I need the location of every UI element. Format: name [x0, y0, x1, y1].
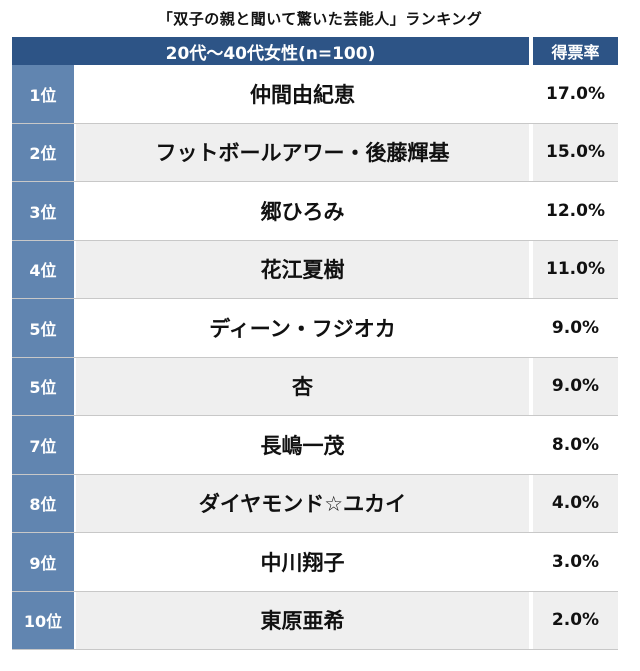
celebrity-name: 花江夏樹 — [76, 240, 529, 298]
vote-share: 2.0% — [533, 591, 618, 649]
table-row: 7位 長嶋一茂 8.0% — [12, 416, 618, 475]
table-row: 3位 郷ひろみ 12.0% — [12, 182, 618, 241]
rank-label: 2位 — [12, 123, 74, 181]
celebrity-name: 郷ひろみ — [76, 182, 529, 240]
vote-share: 9.0% — [533, 299, 618, 357]
group-header: 20代〜40代女性(n=100) — [12, 37, 529, 65]
celebrity-name: 中川翔子 — [76, 533, 529, 591]
celebrity-name: ディーン・フジオカ — [76, 299, 529, 357]
celebrity-name: ダイヤモンド☆ユカイ — [76, 474, 529, 532]
table-row: 10位 東原亜希 2.0% — [12, 591, 618, 650]
celebrity-name: 東原亜希 — [76, 591, 529, 649]
vote-share: 11.0% — [533, 240, 618, 298]
ranking-table: 20代〜40代女性(n=100) 得票率 1位 仲間由紀恵 17.0% 2位 フットボー… — [12, 37, 618, 650]
vote-share: 3.0% — [533, 533, 618, 591]
table-row: 1位 仲間由紀恵 17.0% — [12, 65, 618, 124]
table-row: 5位杏 9.0% — [12, 357, 618, 416]
rank-label: 7位 — [12, 416, 74, 474]
column-separator — [529, 416, 533, 474]
vote-share: 9.0% — [533, 357, 618, 415]
table-row: 4位 花江夏樹 11.0% — [12, 240, 618, 299]
column-separator — [529, 240, 533, 298]
table-body: 1位 仲間由紀恵 17.0% 2位 フットボールアワー・後藤輝基 15.0% 3位 郷ひろみ 1… — [12, 65, 618, 650]
vote-share: 15.0% — [533, 123, 618, 181]
column-separator — [529, 299, 533, 357]
column-separator — [529, 65, 533, 123]
vote-share: 12.0% — [533, 182, 618, 240]
vote-share: 8.0% — [533, 416, 618, 474]
column-separator — [529, 123, 533, 181]
rank-label: 4位 — [12, 240, 74, 298]
rank-label: 1位 — [12, 65, 74, 123]
chart-title: 「双子の親と聞いて驚いた芸能人」ランキング — [157, 10, 483, 28]
vote-share: 4.0% — [533, 474, 618, 532]
rank-label: 8位 — [12, 474, 74, 532]
table-row: 2位 フットボールアワー・後藤輝基 15.0% — [12, 123, 618, 182]
celebrity-name: 仲間由紀恵 — [76, 65, 529, 123]
rank-label: 5位 — [12, 299, 74, 357]
rank-label: 5位 — [12, 357, 74, 415]
column-separator — [529, 474, 533, 532]
column-separator — [529, 182, 533, 240]
vote-share: 17.0% — [533, 65, 618, 123]
rank-label: 9位 — [12, 533, 74, 591]
table-header: 20代〜40代女性(n=100) 得票率 — [12, 37, 618, 65]
rank-label: 10位 — [12, 591, 74, 649]
table-row: 8位 ダイヤモンド☆ユカイ 4.0% — [12, 474, 618, 533]
score-header: 得票率 — [533, 37, 618, 65]
column-separator — [529, 357, 533, 415]
column-separator — [529, 591, 533, 649]
celebrity-name: 杏 — [76, 357, 529, 415]
celebrity-name: 長嶋一茂 — [76, 416, 529, 474]
column-separator — [529, 533, 533, 591]
table-row: 5位 ディーン・フジオカ 9.0% — [12, 299, 618, 358]
rank-label: 3位 — [12, 182, 74, 240]
celebrity-name: フットボールアワー・後藤輝基 — [76, 123, 529, 181]
table-row: 9位 中川翔子 3.0% — [12, 533, 618, 592]
